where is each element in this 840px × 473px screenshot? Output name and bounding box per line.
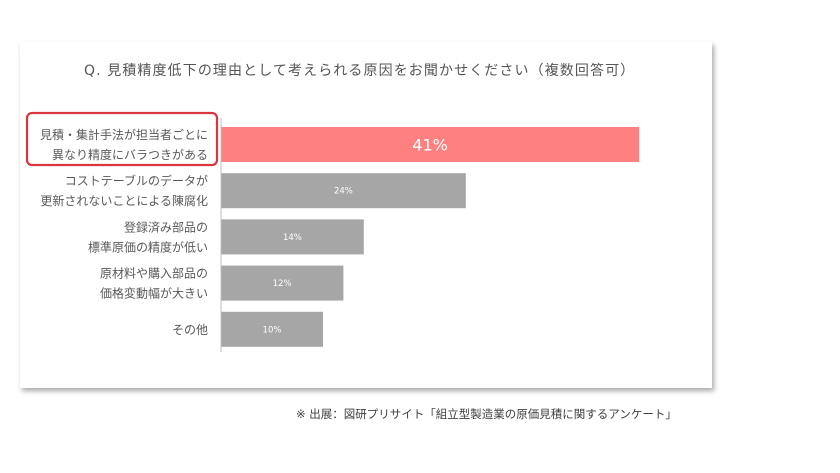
value-label-2: 24% [334, 187, 353, 197]
category-label-3-line-2: 標準原価の精度が低い [88, 239, 208, 254]
bar-1 [221, 127, 640, 162]
source-note: ※ 出展：図研プリサイト「組立型製造業の原価見積に関するアンケート」 [296, 407, 677, 421]
category-label-4-line-1: 原材料や購入部品の [100, 266, 208, 281]
category-label-3-line-1: 登録済み部品の [124, 219, 208, 234]
category-label-5-line-1: その他 [172, 323, 208, 337]
category-label-1-line-1: 見積・集計手法が担当者ごとに [40, 127, 208, 142]
value-label-1: 41% [412, 136, 448, 155]
bar-5 [221, 311, 323, 347]
bar-3 [221, 219, 364, 255]
category-label-4-line-2: 価格変動幅が大きい [100, 286, 208, 301]
value-label-5: 10% [263, 325, 282, 335]
value-label-4: 12% [273, 279, 292, 289]
category-label-2-line-1: コストテーブルのデータが [65, 173, 208, 188]
category-label-1-line-2: 異なり精度にバラつきがある [52, 147, 208, 162]
bar-2 [221, 173, 466, 209]
highlight-frame [25, 111, 219, 167]
chart-card [20, 42, 712, 388]
chart-title: Q. 見積精度低下の理由として考えられる原因をお聞かせください（複数回答可） [84, 63, 636, 79]
category-label-2-line-2: 更新されないことによる陳腐化 [40, 193, 208, 208]
bar-4 [221, 265, 344, 301]
value-label-3: 14% [283, 233, 302, 243]
